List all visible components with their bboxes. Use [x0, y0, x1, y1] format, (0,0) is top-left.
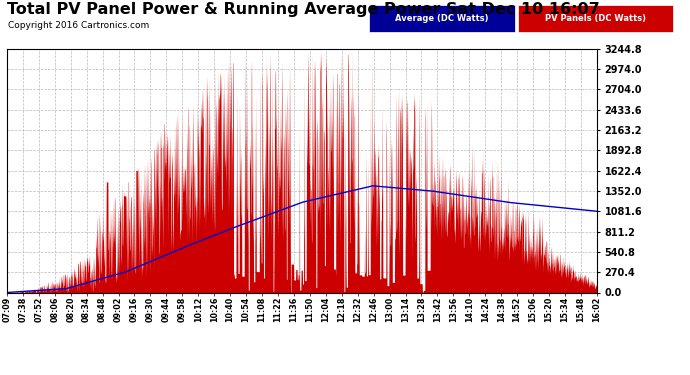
FancyBboxPatch shape: [369, 5, 515, 32]
Text: Average (DC Watts): Average (DC Watts): [395, 14, 489, 23]
Text: Copyright 2016 Cartronics.com: Copyright 2016 Cartronics.com: [8, 21, 150, 30]
FancyBboxPatch shape: [518, 5, 673, 32]
Text: Total PV Panel Power & Running Average Power Sat Dec 10 16:07: Total PV Panel Power & Running Average P…: [7, 2, 600, 17]
Text: PV Panels (DC Watts): PV Panels (DC Watts): [545, 14, 646, 23]
